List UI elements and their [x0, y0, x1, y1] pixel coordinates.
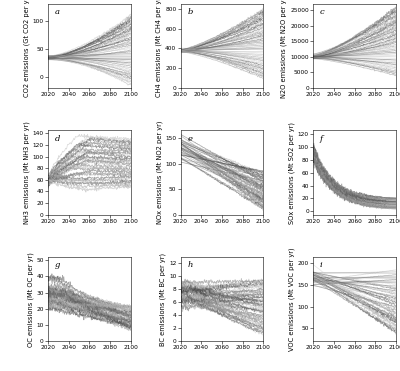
- Y-axis label: NOx emissions (Mt NO2 per yr): NOx emissions (Mt NO2 per yr): [156, 121, 162, 224]
- Y-axis label: OC emissions (Mt OC per yr): OC emissions (Mt OC per yr): [27, 252, 34, 347]
- Y-axis label: N2O emissions (Mt N2O per yr): N2O emissions (Mt N2O per yr): [281, 0, 288, 98]
- Text: f: f: [320, 135, 323, 142]
- Y-axis label: NH3 emissions (Mt NH3 per yr): NH3 emissions (Mt NH3 per yr): [24, 121, 30, 224]
- Text: g: g: [55, 261, 60, 269]
- Y-axis label: CO2 emissions (Gt CO2 per yr): CO2 emissions (Gt CO2 per yr): [24, 0, 30, 97]
- Y-axis label: SOx emissions (Mt SO2 per yr): SOx emissions (Mt SO2 per yr): [288, 122, 295, 223]
- Text: i: i: [320, 261, 322, 269]
- Text: b: b: [187, 8, 192, 16]
- Text: d: d: [55, 135, 60, 142]
- Text: c: c: [320, 8, 324, 16]
- Text: h: h: [187, 261, 192, 269]
- Y-axis label: BC emissions (Mt BC per yr): BC emissions (Mt BC per yr): [160, 253, 166, 346]
- Y-axis label: CH4 emissions (Mt CH4 per yr): CH4 emissions (Mt CH4 per yr): [156, 0, 162, 97]
- Text: a: a: [55, 8, 60, 16]
- Text: e: e: [187, 135, 192, 142]
- Y-axis label: VOC emissions (Mt VOC per yr): VOC emissions (Mt VOC per yr): [288, 247, 295, 351]
